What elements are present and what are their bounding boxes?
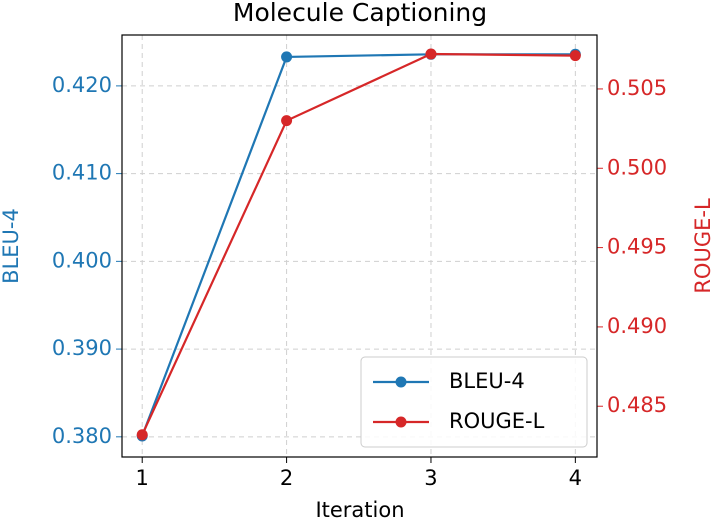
x-tick-label: 4 [569, 466, 582, 490]
x-axis-label: Iteration [315, 498, 404, 522]
point [281, 51, 293, 63]
y2-tick-label: 0.495 [607, 235, 667, 259]
y-tick-label: 0.410 [52, 161, 112, 185]
point [425, 48, 437, 60]
y-tick-label: 0.400 [52, 248, 112, 272]
legend-label: ROUGE-L [449, 409, 545, 433]
y2-axis-label: ROUGE-L [691, 198, 715, 294]
y2-tick-label: 0.490 [607, 314, 667, 338]
y-tick-label: 0.390 [52, 336, 112, 360]
y-axis-label: BLEU-4 [0, 208, 23, 284]
y-tick-label: 0.420 [52, 73, 112, 97]
x-tick-label: 2 [280, 466, 293, 490]
legend-label: BLEU-4 [449, 369, 525, 393]
plot-frame [121, 34, 598, 458]
legend-marker [395, 416, 407, 428]
point [136, 429, 148, 441]
x-tick-label: 1 [136, 466, 149, 490]
point [281, 115, 293, 127]
y2-tick-label: 0.485 [607, 393, 667, 417]
legend-marker [395, 376, 407, 388]
x-tick-label: 3 [424, 466, 437, 490]
chart-title: Molecule Captioning [233, 0, 487, 27]
legend-box [360, 356, 588, 448]
y2-tick-label: 0.500 [607, 155, 667, 179]
y-tick-label: 0.380 [52, 424, 112, 448]
y2-tick-label: 0.505 [607, 76, 667, 100]
point [569, 50, 581, 62]
series-line [141, 52, 576, 436]
